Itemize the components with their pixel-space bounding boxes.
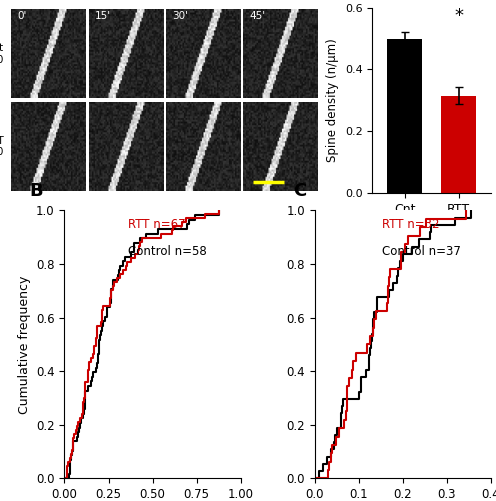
Y-axis label: Spine density (n/μm): Spine density (n/μm) <box>326 38 339 162</box>
Text: 15': 15' <box>95 12 111 22</box>
Text: C: C <box>294 182 307 200</box>
Text: *: * <box>454 7 463 25</box>
Text: B: B <box>29 182 43 200</box>
Text: 45': 45' <box>249 12 265 22</box>
Text: Control n=37: Control n=37 <box>382 245 461 258</box>
Text: RTT n=32: RTT n=32 <box>382 218 439 231</box>
Bar <box>441 96 476 193</box>
Y-axis label: Cumulative frequency: Cumulative frequency <box>17 275 31 414</box>
Text: 0': 0' <box>18 12 27 22</box>
Text: RTT n=67: RTT n=67 <box>128 218 186 231</box>
Text: RTT
P40: RTT P40 <box>0 136 4 157</box>
Text: 30': 30' <box>172 12 188 22</box>
Text: Control n=58: Control n=58 <box>128 245 207 258</box>
Text: Cnt
P40: Cnt P40 <box>0 43 4 65</box>
Bar <box>387 39 422 193</box>
